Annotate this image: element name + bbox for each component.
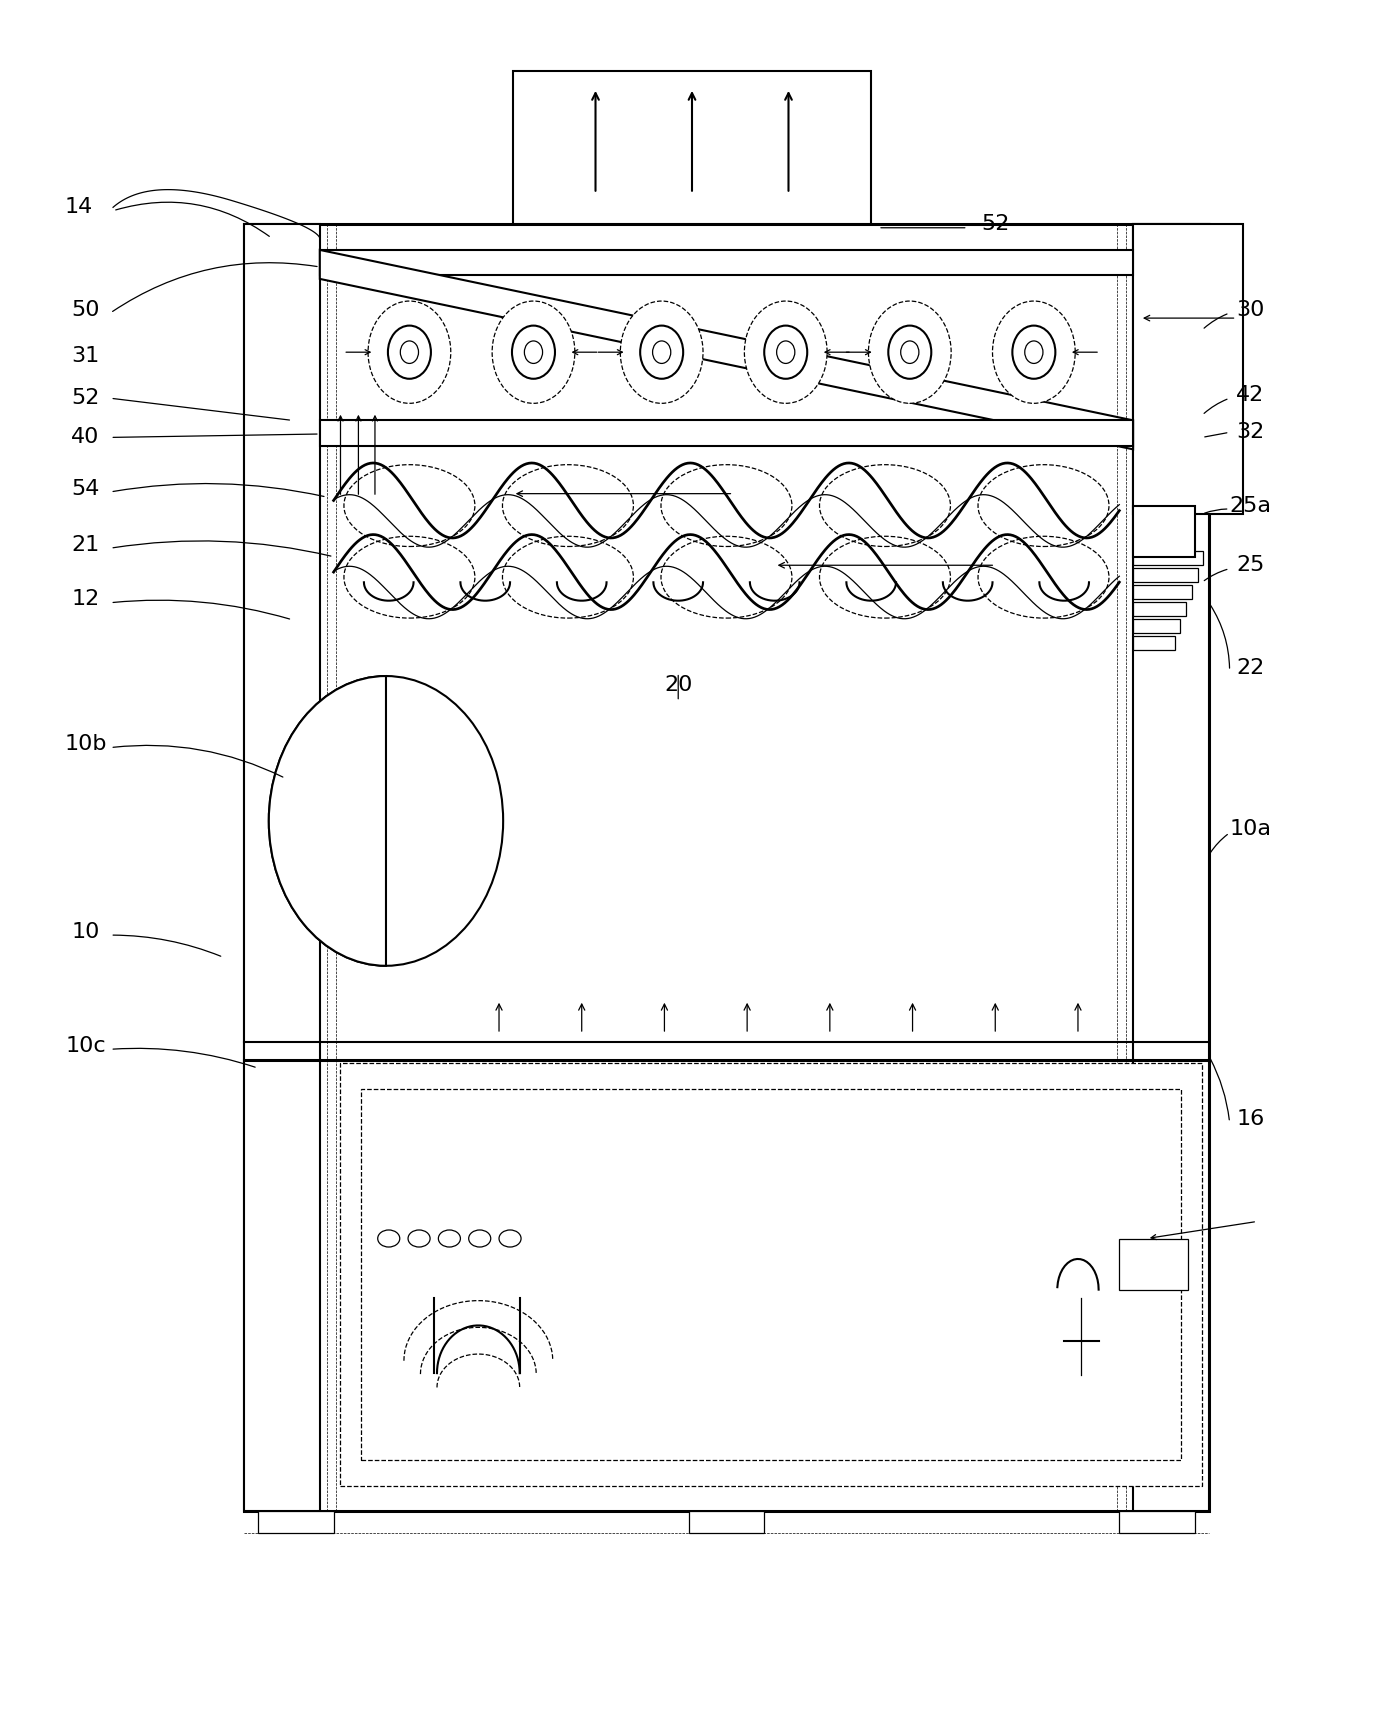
Circle shape [992, 301, 1075, 404]
Circle shape [620, 301, 703, 404]
Bar [361, 1089, 1182, 1460]
Circle shape [493, 301, 574, 404]
Circle shape [641, 325, 684, 380]
Bar [320, 421, 1133, 446]
Text: 54: 54 [72, 479, 100, 499]
Circle shape [368, 301, 451, 404]
Circle shape [868, 301, 951, 404]
Polygon shape [320, 250, 1133, 450]
Circle shape [764, 325, 807, 380]
Text: 52: 52 [72, 388, 100, 409]
Bar [1133, 602, 1186, 616]
Circle shape [400, 340, 418, 364]
Text: 31: 31 [72, 345, 100, 366]
Text: 25: 25 [1236, 556, 1265, 575]
Bar [244, 224, 320, 1512]
Bar [1120, 1512, 1196, 1534]
Text: 10b: 10b [64, 734, 107, 754]
Text: 20: 20 [664, 674, 692, 694]
Bar [1133, 551, 1203, 566]
Circle shape [745, 301, 828, 404]
Bar [1120, 1238, 1189, 1289]
Bar [1133, 585, 1192, 598]
Circle shape [1012, 325, 1056, 380]
Text: 50: 50 [71, 299, 100, 320]
Bar [1133, 619, 1181, 633]
Bar [340, 1064, 1203, 1486]
Bar [1133, 636, 1175, 650]
Circle shape [653, 340, 671, 364]
Circle shape [512, 325, 555, 380]
Text: 16: 16 [1236, 1110, 1265, 1129]
Bar [1133, 506, 1196, 557]
Text: 42: 42 [1236, 385, 1265, 405]
Text: 22: 22 [1236, 658, 1265, 677]
Bar [257, 1512, 334, 1534]
Circle shape [889, 325, 931, 380]
Text: 30: 30 [1236, 299, 1265, 320]
Bar [244, 224, 1208, 1512]
Text: 40: 40 [72, 428, 100, 448]
Text: 10: 10 [72, 922, 100, 942]
Text: 21: 21 [72, 535, 100, 554]
Text: 10a: 10a [1229, 819, 1272, 840]
Bar [1133, 224, 1208, 1512]
Circle shape [776, 340, 794, 364]
Circle shape [1024, 340, 1044, 364]
Text: 14: 14 [65, 197, 93, 217]
Bar [1133, 224, 1243, 515]
Bar [689, 1512, 764, 1534]
Circle shape [901, 340, 919, 364]
Circle shape [268, 675, 504, 966]
Text: 32: 32 [1236, 422, 1265, 443]
Text: 52: 52 [981, 214, 1009, 234]
Wedge shape [268, 675, 386, 966]
Circle shape [525, 340, 543, 364]
Text: 25a: 25a [1229, 496, 1272, 516]
Circle shape [388, 325, 430, 380]
Bar [513, 70, 871, 224]
Text: 10c: 10c [65, 1036, 105, 1055]
Bar [1133, 568, 1197, 583]
Bar [320, 250, 1133, 275]
Text: 12: 12 [72, 590, 100, 609]
